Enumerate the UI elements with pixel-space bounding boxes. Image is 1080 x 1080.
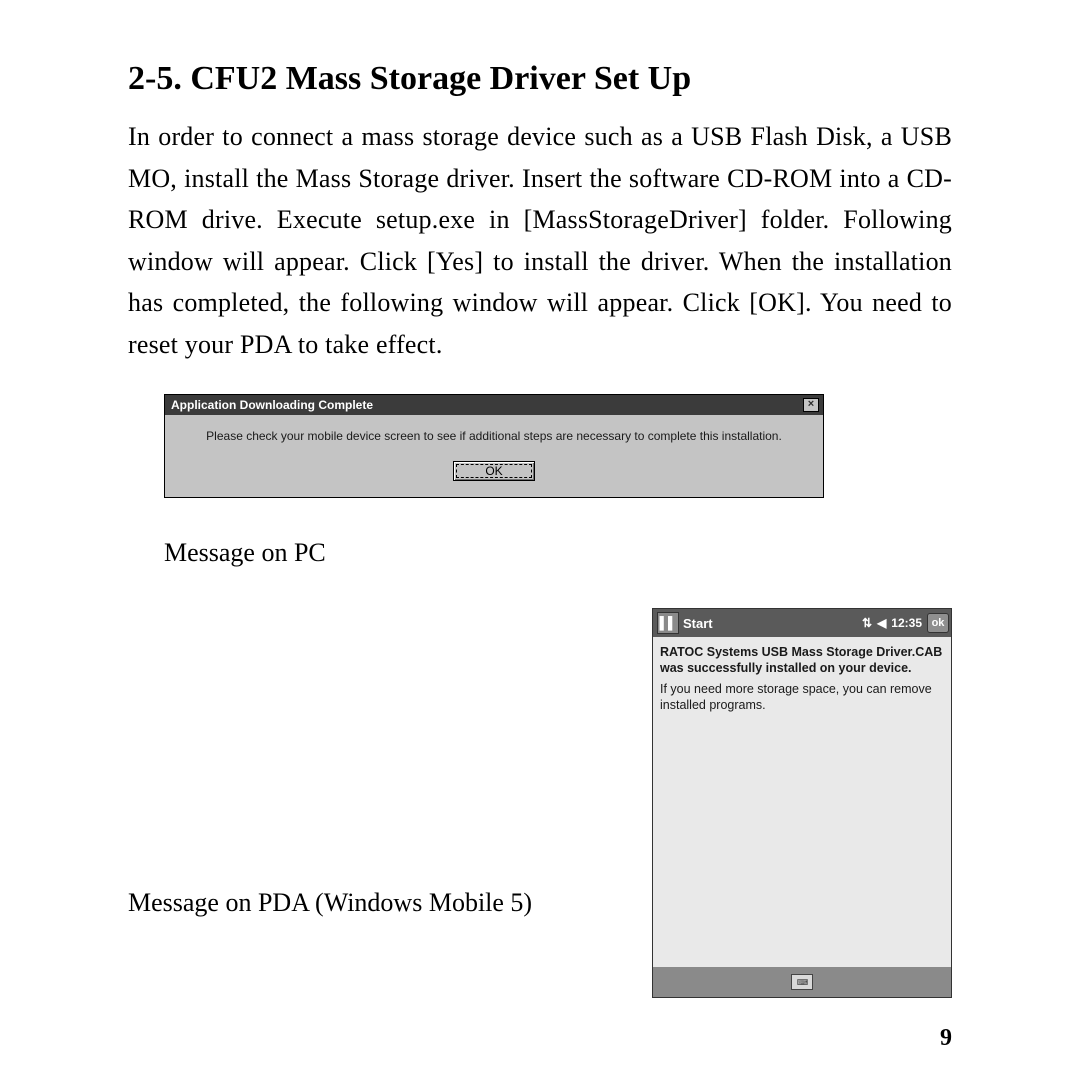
pc-dialog-titlebar: Application Downloading Complete ×	[165, 395, 823, 415]
pda-install-message: RATOC Systems USB Mass Storage Driver.CA…	[660, 645, 944, 676]
close-icon[interactable]: ×	[803, 398, 819, 412]
sound-icon: ◀	[877, 616, 886, 630]
windows-flag-icon[interactable]: ▌▌	[657, 612, 679, 634]
pda-start-label[interactable]: Start	[683, 616, 862, 631]
keyboard-icon[interactable]: ⌨	[791, 974, 813, 990]
pda-screenshot: ▌▌ Start ⇅ ◀ 12:35 ok RATOC Systems USB …	[652, 608, 952, 998]
caption-pc: Message on PC	[164, 538, 952, 568]
section-heading: 2-5. CFU2 Mass Storage Driver Set Up	[128, 60, 952, 98]
ok-button[interactable]: OK	[453, 461, 535, 481]
pda-ok-button[interactable]: ok	[927, 613, 949, 633]
pc-dialog-title: Application Downloading Complete	[171, 398, 373, 412]
signal-icon: ⇅	[862, 616, 872, 630]
pda-topbar: ▌▌ Start ⇅ ◀ 12:35 ok	[653, 609, 951, 637]
caption-pda: Message on PDA (Windows Mobile 5)	[128, 888, 532, 918]
pda-sub-message: If you need more storage space, you can …	[660, 682, 944, 713]
section-body: In order to connect a mass storage devic…	[128, 116, 952, 366]
pda-body: RATOC Systems USB Mass Storage Driver.CA…	[653, 637, 951, 967]
page-number: 9	[940, 1025, 952, 1052]
pda-time: 12:35	[891, 616, 922, 630]
pda-status-area: ⇅ ◀ 12:35 ok	[862, 613, 951, 633]
pc-dialog-message: Please check your mobile device screen t…	[175, 429, 813, 443]
pda-bottombar: ⌨	[653, 967, 951, 997]
pc-dialog-screenshot: Application Downloading Complete × Pleas…	[164, 394, 824, 498]
